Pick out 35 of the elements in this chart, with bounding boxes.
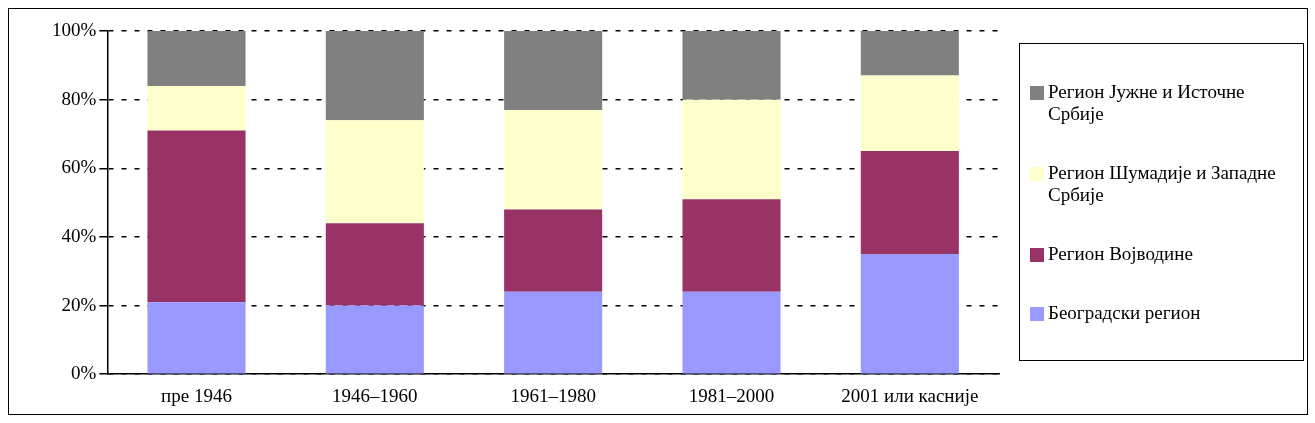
bar [682, 31, 781, 100]
y-tick-label: 80% [61, 87, 97, 109]
bar [860, 31, 959, 76]
legend-label: Регион Шумадије и Западне Србије [1048, 161, 1277, 206]
x-tick-label: 2001 или касније [841, 384, 979, 406]
bar [325, 31, 424, 121]
bar [504, 209, 603, 292]
bar [860, 254, 959, 374]
y-tick-label: 0% [71, 362, 97, 384]
bar [504, 291, 603, 374]
bar [325, 120, 424, 224]
x-tick-label: 1981–2000 [688, 384, 775, 406]
bar [860, 75, 959, 152]
bar [504, 109, 603, 210]
y-tick-label: 100% [52, 18, 97, 40]
bar [325, 223, 424, 306]
bar [147, 130, 246, 303]
bar [504, 31, 603, 110]
x-tick-label: пре 1946 [161, 384, 232, 406]
bar [682, 199, 781, 292]
bar [682, 99, 781, 200]
bar [147, 302, 246, 374]
legend-label: Регион Јужне и Источне Србије [1048, 80, 1246, 125]
bar [147, 85, 246, 131]
x-tick-label: 1946–1960 [332, 384, 418, 406]
bar [325, 305, 424, 374]
legend-label: Регион Војводине [1048, 242, 1193, 265]
y-tick-label: 40% [61, 224, 97, 246]
y-tick-label: 60% [61, 156, 97, 178]
x-tick-label: 1961–1980 [510, 384, 596, 406]
y-tick-label: 20% [61, 293, 97, 315]
bar [147, 31, 246, 86]
legend-label: Београдски регион [1048, 301, 1201, 324]
bar [682, 291, 781, 374]
bar [860, 151, 959, 255]
